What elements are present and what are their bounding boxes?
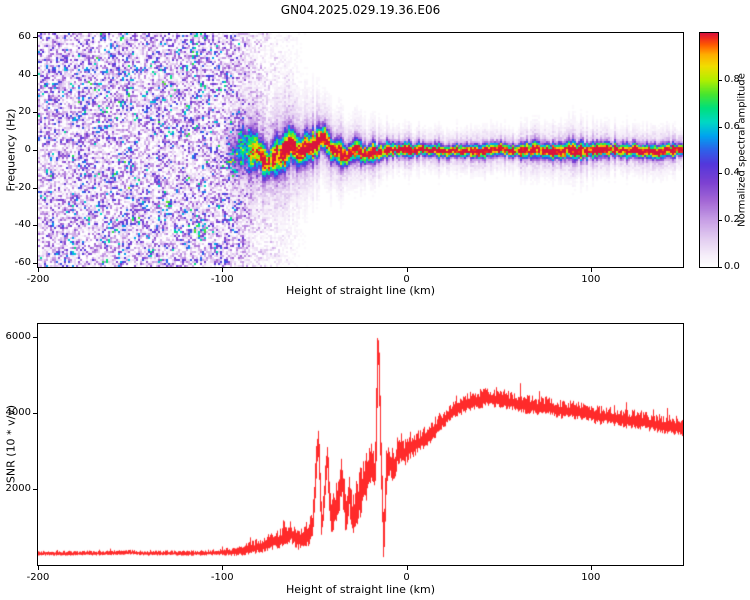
spec-y-tick-label: 60 [18,30,31,42]
figure-title: GN04.2025.029.19.36.E06 [280,3,441,17]
spec-x-tick [38,268,39,272]
snr-ylabel: SNR (10 * v/v) [4,404,18,484]
snr-x-tick [406,566,408,570]
snr-xlabel: Height of straight line (km) [285,583,436,596]
spectrogram-panel [37,32,684,268]
snr-x-tick [222,566,224,570]
spec-x-tick [590,268,592,272]
colorbar-gradient [700,33,718,267]
spectrogram-xlabel: Height of straight line (km) [285,284,436,297]
snr-line-plot [38,324,683,565]
spec-y-tick-label: -60 [14,257,31,269]
snr-x-tick [590,566,592,570]
cbar-tick [719,173,722,175]
spec-y-tick-label: 40 [18,68,31,80]
snr-panel [37,323,684,566]
spec-x-tick [406,268,408,272]
cbar-tick-label: 0.0 [724,261,740,272]
cbar-tick [719,220,722,222]
cbar-tick [719,267,722,268]
cbar-tick [719,126,722,128]
colorbar-label: Normalized spectral amplitude [736,73,748,227]
spectrogram-heatmap [38,33,683,267]
spec-x-tick [222,268,224,272]
snr-x-tick [38,566,39,570]
cbar-tick [719,79,722,81]
snr-y-tick-label: 2000 [5,483,31,495]
spec-y-tick-label: -40 [14,219,31,231]
colorbar [699,32,719,268]
snr-y-tick-label: 6000 [5,331,31,343]
spectrogram-ylabel: Frequency (Hz) [4,108,18,192]
